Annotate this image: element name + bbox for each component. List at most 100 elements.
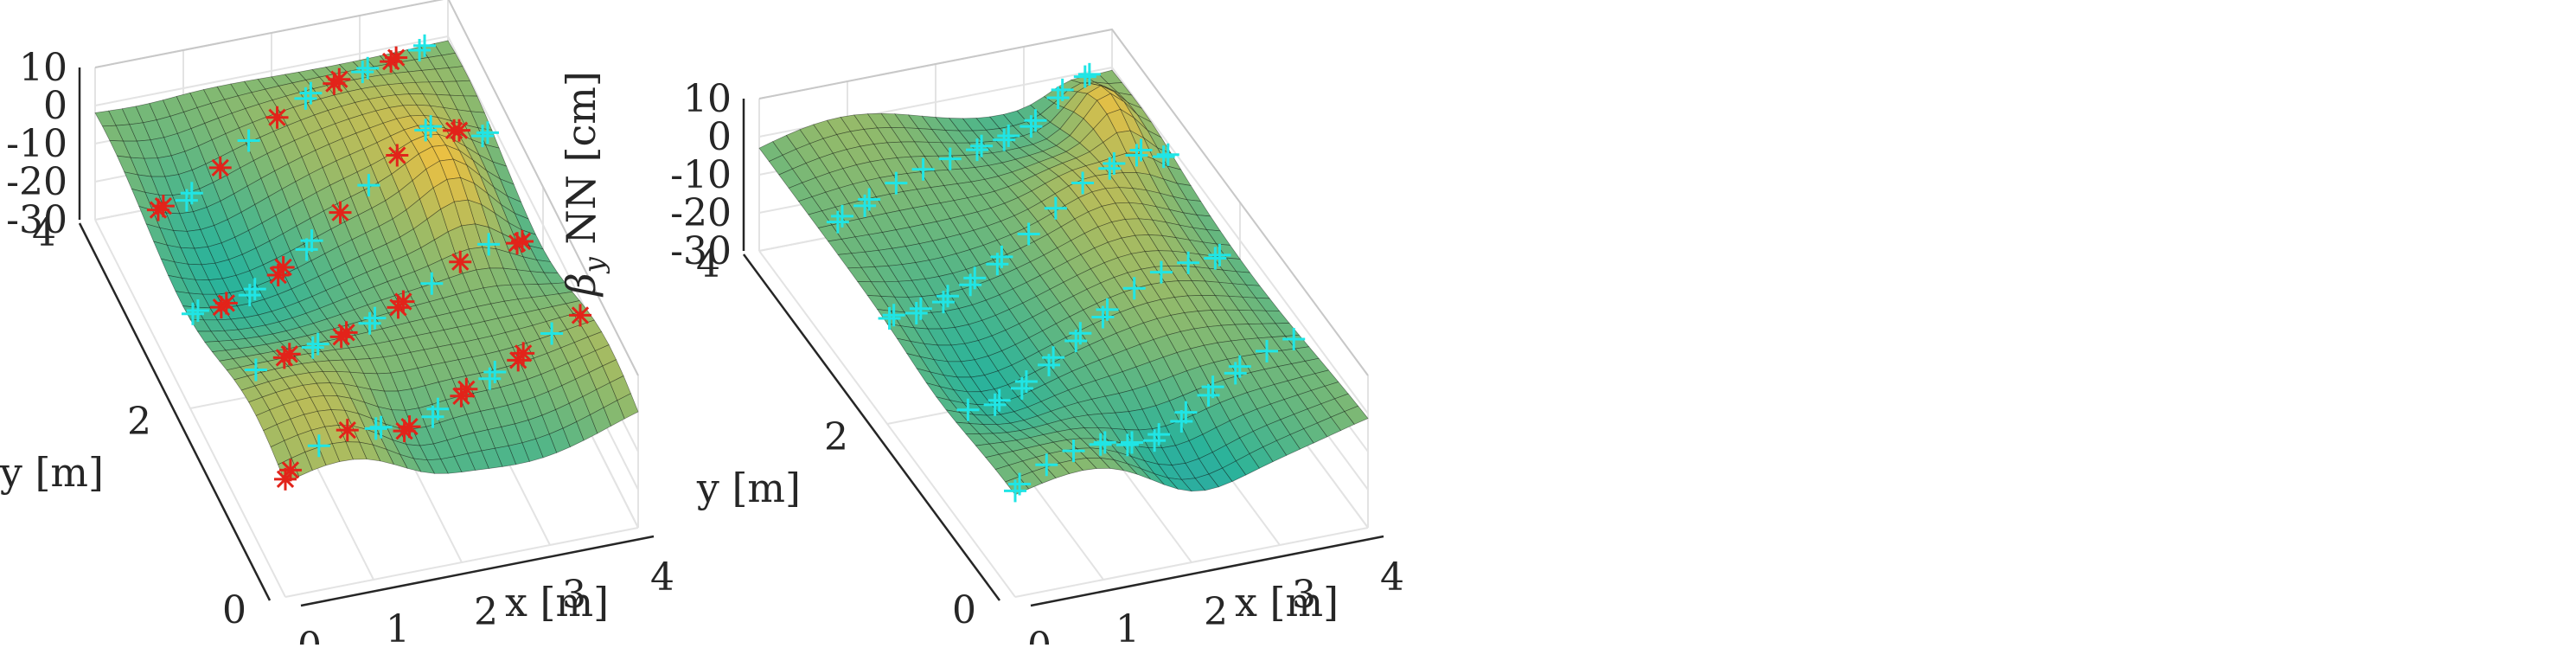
marker-plus [1174,401,1198,424]
z-tick-label: 0 [43,84,67,128]
marker-plus [990,245,1013,268]
marker-plus [295,238,318,261]
surface-patch [1097,69,1123,84]
z-tick-label: -10 [670,153,732,197]
marker-stroke [571,306,590,324]
x-tick-label: 0 [297,625,322,645]
marker-plus [471,125,495,148]
marker-plus [1071,171,1095,195]
marker-stroke [400,417,419,436]
marker-plus [1149,260,1173,284]
marker-stroke [387,48,406,67]
marker-plus [1143,429,1167,452]
z-tick-label: -20 [6,160,67,204]
x-axis-label: x [m] [1235,579,1339,626]
surface-patch [558,291,580,305]
marker-stroke [217,294,235,312]
marker-asterisk [385,46,408,69]
marker-plus [878,306,901,330]
marker-stroke [154,196,173,215]
marker-stroke [211,158,229,177]
axes-box [94,0,639,376]
y-tick-label: 2 [824,415,848,459]
marker-asterisk [335,321,358,344]
marker-plus [931,291,955,314]
x-axis-line [300,535,655,607]
marker-plus [1069,322,1092,345]
y-axis-line [742,253,1001,601]
z-axis-label: βy NN [cm] [558,71,610,298]
marker-plus [238,284,261,307]
y-axis-label: y [m] [0,449,104,496]
surface-patch [551,282,573,294]
marker-plus [358,311,381,335]
sample-markers [826,62,1306,503]
surface-patch [1265,310,1290,324]
marker-plus [356,56,380,80]
marker-asterisk [272,255,295,279]
marker-asterisk [265,106,289,129]
marker-plus [299,81,323,105]
y-tick-label: 2 [127,400,151,444]
marker-stroke [331,203,349,221]
marker-plus [1177,251,1200,274]
marker-plus [301,336,324,359]
surface-patch [1314,369,1339,387]
marker-plus [988,388,1011,412]
marker-stroke [457,380,476,398]
z-tick-label: 10 [19,46,67,90]
surface-patch [1235,271,1261,286]
marker-plus [243,278,266,301]
marker-plus [1020,115,1043,138]
marker-asterisk [455,377,478,401]
y-tick-label: 0 [952,588,976,632]
marker-asterisk [449,250,472,273]
marker-plus [1115,433,1139,457]
x-tick-label: 1 [1115,607,1140,645]
surface-patch [1167,165,1192,186]
marker-plus [826,210,849,234]
marker-plus [1125,144,1148,167]
marker-plus [993,128,1016,151]
marker-stroke [280,345,298,363]
marker-asterisk [329,201,352,224]
marker-plus [420,272,444,295]
marker-plus [1256,339,1279,362]
marker-plus [938,147,962,170]
marker-plus [1096,298,1119,321]
marker-asterisk [278,459,302,482]
marker-asterisk [214,292,238,315]
marker-plus [1122,277,1146,300]
marker-plus [1129,138,1153,162]
marker-plus [369,415,393,439]
marker-plus [306,332,329,356]
marker-plus [1042,346,1065,369]
marker-asterisk [386,144,409,167]
x-tick-label: 3 [562,573,586,617]
marker-stroke [337,324,355,342]
marker-plus [904,301,928,324]
marker-plus [1008,472,1032,496]
marker-plus [180,182,203,205]
marker-plus [1024,109,1047,132]
y-tick-label: 0 [222,588,246,632]
marker-asterisk [568,304,591,327]
surface-patch [1127,101,1152,123]
marker-plus [476,121,499,144]
marker-plus [1170,409,1193,433]
marker-plus [300,229,323,253]
grid-line [1014,527,1369,598]
marker-plus [983,393,1007,416]
axes-box [758,28,1369,376]
marker-plus [956,398,980,421]
surface-patch [441,53,463,68]
marker-plus [1120,431,1143,454]
marker-plus [1201,375,1224,399]
x-tick-label: 3 [1292,573,1316,617]
marker-plus [1228,355,1251,378]
marker-plus [882,304,905,327]
y-axis-label: y [m] [696,465,801,511]
marker-asterisk [151,195,175,218]
marker-stroke [515,344,533,362]
